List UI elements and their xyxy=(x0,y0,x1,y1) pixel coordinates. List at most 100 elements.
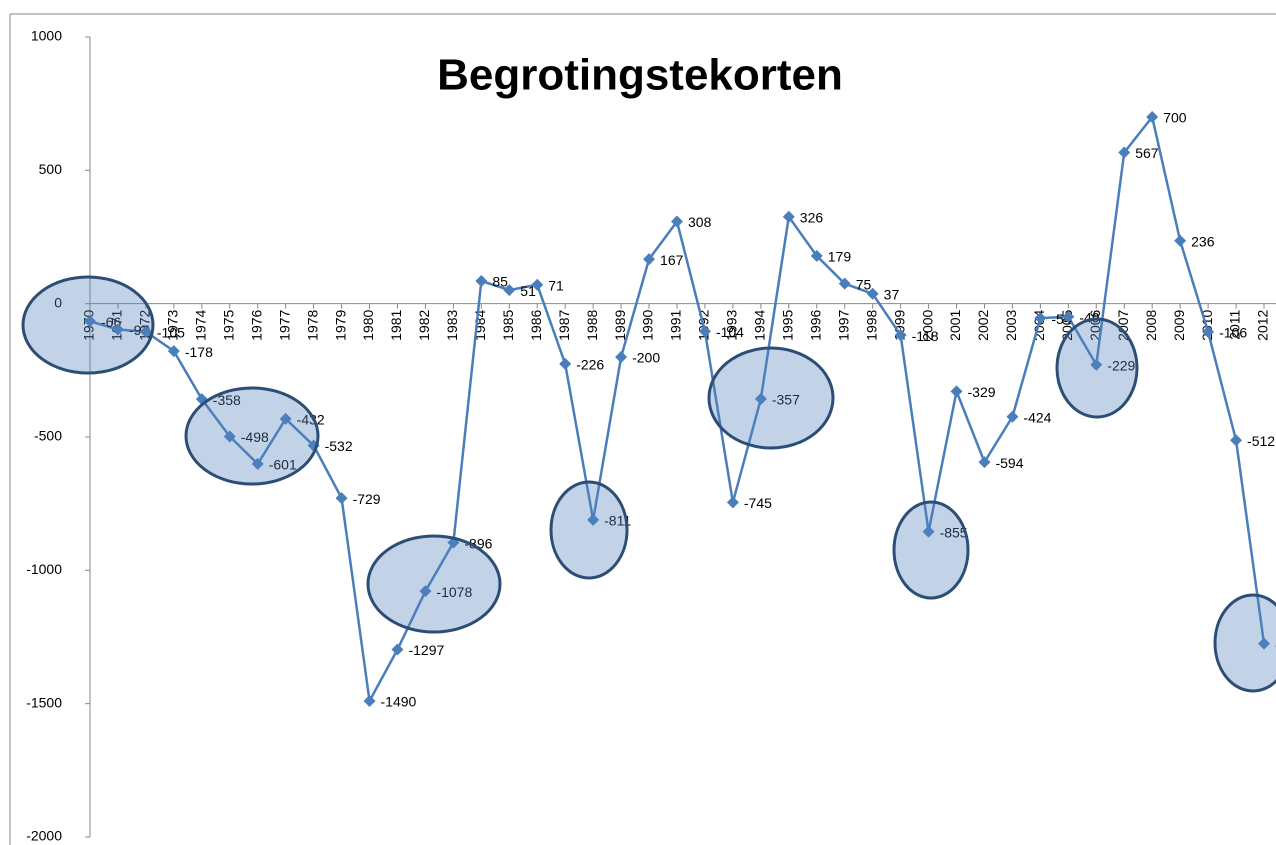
data-point xyxy=(1230,434,1243,447)
data-label: 51 xyxy=(520,283,536,299)
x-tick-label: 1991 xyxy=(668,309,684,340)
data-point xyxy=(251,457,264,470)
x-tick-label: 1977 xyxy=(276,309,292,340)
data-label: -118 xyxy=(912,328,939,344)
plot: -2000-1500-1000-500050010001970197119721… xyxy=(26,28,1276,844)
data-point xyxy=(1146,111,1159,123)
x-tick-label: 1978 xyxy=(304,309,320,340)
x-tick-label: 2001 xyxy=(947,309,963,340)
data-point xyxy=(475,275,488,287)
x-tick-label: 1987 xyxy=(556,309,572,340)
x-tick-label: 1997 xyxy=(835,309,851,340)
data-label: -601 xyxy=(269,457,297,473)
highlight xyxy=(366,534,502,634)
data-label: -200 xyxy=(632,350,660,366)
x-tick-label: 1986 xyxy=(528,309,544,340)
data-label: -745 xyxy=(744,495,772,511)
x-tick-label: 2008 xyxy=(1143,309,1159,340)
data-point xyxy=(335,492,348,505)
x-tick-label: 1973 xyxy=(165,309,181,340)
chart-title: Begrotingstekorten xyxy=(437,51,843,100)
data-label: -358 xyxy=(213,392,241,408)
data-label: -1490 xyxy=(381,694,417,710)
x-tick-label: 1979 xyxy=(332,309,348,340)
data-point xyxy=(754,392,767,405)
data-label: 75 xyxy=(856,276,872,292)
data-point xyxy=(1034,312,1047,325)
x-tick-label: 1985 xyxy=(500,309,516,340)
data-point xyxy=(111,323,124,336)
data-label: -896 xyxy=(464,535,492,551)
data-label: -855 xyxy=(940,524,968,540)
x-tick-label: 1975 xyxy=(220,309,236,340)
x-tick-label: 1996 xyxy=(807,309,823,340)
x-tick-label: 1998 xyxy=(863,309,879,340)
data-point xyxy=(167,345,180,358)
y-tick-label: -1000 xyxy=(26,561,62,577)
data-point xyxy=(726,496,739,509)
y-tick-label: 0 xyxy=(54,294,62,310)
highlight xyxy=(1055,317,1139,419)
data-label: -1297 xyxy=(408,642,444,658)
highlight xyxy=(549,480,629,580)
x-tick-label: 2006 xyxy=(1087,309,1103,340)
highlight xyxy=(707,346,835,450)
x-tick-label: 2007 xyxy=(1115,309,1131,340)
highlight xyxy=(184,386,320,486)
data-label: 326 xyxy=(800,209,824,225)
data-label: 179 xyxy=(828,249,852,265)
data-label: -432 xyxy=(297,412,325,428)
y-tick-label: -2000 xyxy=(26,828,62,844)
data-label: -498 xyxy=(241,429,269,445)
x-tick-label: 1994 xyxy=(752,309,768,340)
x-tick-label: 1995 xyxy=(780,309,796,340)
data-point xyxy=(1258,637,1270,650)
data-point xyxy=(559,357,572,370)
data-label: 236 xyxy=(1191,233,1215,249)
data-point xyxy=(1006,410,1019,423)
data-label: -105 xyxy=(157,324,185,340)
data-point xyxy=(838,277,851,290)
data-point xyxy=(950,385,963,398)
data-point xyxy=(391,643,404,656)
y-tick-label: 1000 xyxy=(31,28,62,44)
data-label: 71 xyxy=(548,277,564,293)
data-point xyxy=(615,351,628,363)
x-tick-label: 1989 xyxy=(612,309,628,340)
x-tick-label: 2003 xyxy=(1003,309,1019,340)
data-point xyxy=(587,513,600,526)
x-tick-label: 1974 xyxy=(193,309,209,340)
data-point xyxy=(1174,234,1187,247)
data-label: -104 xyxy=(716,324,744,340)
data-label: 308 xyxy=(688,214,712,230)
x-tick-label: 1976 xyxy=(248,309,264,340)
data-point xyxy=(698,325,711,338)
data-point xyxy=(978,456,991,469)
x-tick-label: 2011 xyxy=(1227,309,1243,339)
data-point xyxy=(531,278,544,291)
data-point xyxy=(84,315,96,328)
data-point xyxy=(363,695,376,707)
data-point xyxy=(139,325,152,338)
data-label: -357 xyxy=(772,392,800,408)
highlight xyxy=(21,275,155,375)
highlight xyxy=(892,500,970,600)
data-point xyxy=(1118,146,1131,159)
y-tick-label: -1500 xyxy=(26,694,62,710)
x-tick-label: 1981 xyxy=(388,309,404,340)
data-label: -1078 xyxy=(436,584,472,600)
data-point xyxy=(782,210,795,223)
x-tick-label: 2002 xyxy=(975,309,991,340)
highlight xyxy=(1213,593,1276,693)
highlights xyxy=(21,275,1276,693)
data-point xyxy=(894,329,907,342)
data-label: -532 xyxy=(325,438,353,454)
x-tick-label: 2012 xyxy=(1255,309,1271,340)
data-label: 85 xyxy=(492,274,508,290)
data-label: -424 xyxy=(1023,409,1051,425)
data-label: -512 xyxy=(1247,433,1275,449)
data-label: -594 xyxy=(995,455,1023,471)
